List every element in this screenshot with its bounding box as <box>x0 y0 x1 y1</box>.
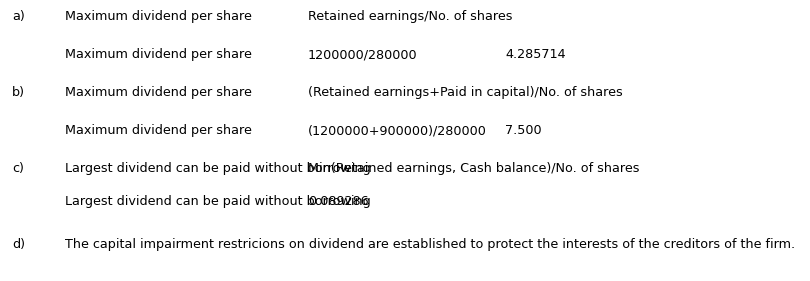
Text: 0.089286: 0.089286 <box>308 195 369 208</box>
Text: Largest dividend can be paid without borrowing: Largest dividend can be paid without bor… <box>65 195 371 208</box>
Text: 4.285714: 4.285714 <box>505 48 565 61</box>
Text: Maximum dividend per share: Maximum dividend per share <box>65 10 252 23</box>
Text: Min(Retained earnings, Cash balance)/No. of shares: Min(Retained earnings, Cash balance)/No.… <box>308 162 640 175</box>
Text: Largest dividend can be paid without borrowing: Largest dividend can be paid without bor… <box>65 162 371 175</box>
Text: Maximum dividend per share: Maximum dividend per share <box>65 48 252 61</box>
Text: (Retained earnings+Paid in capital)/No. of shares: (Retained earnings+Paid in capital)/No. … <box>308 86 623 99</box>
Text: The capital impairment restricions on dividend are established to protect the in: The capital impairment restricions on di… <box>65 238 795 251</box>
Text: Maximum dividend per share: Maximum dividend per share <box>65 86 252 99</box>
Text: d): d) <box>12 238 25 251</box>
Text: c): c) <box>12 162 23 175</box>
Text: 7.500: 7.500 <box>505 124 542 137</box>
Text: Retained earnings/No. of shares: Retained earnings/No. of shares <box>308 10 513 23</box>
Text: (1200000+900000)/280000: (1200000+900000)/280000 <box>308 124 487 137</box>
Text: 1200000/280000: 1200000/280000 <box>308 48 418 61</box>
Text: a): a) <box>12 10 25 23</box>
Text: b): b) <box>12 86 25 99</box>
Text: Maximum dividend per share: Maximum dividend per share <box>65 124 252 137</box>
